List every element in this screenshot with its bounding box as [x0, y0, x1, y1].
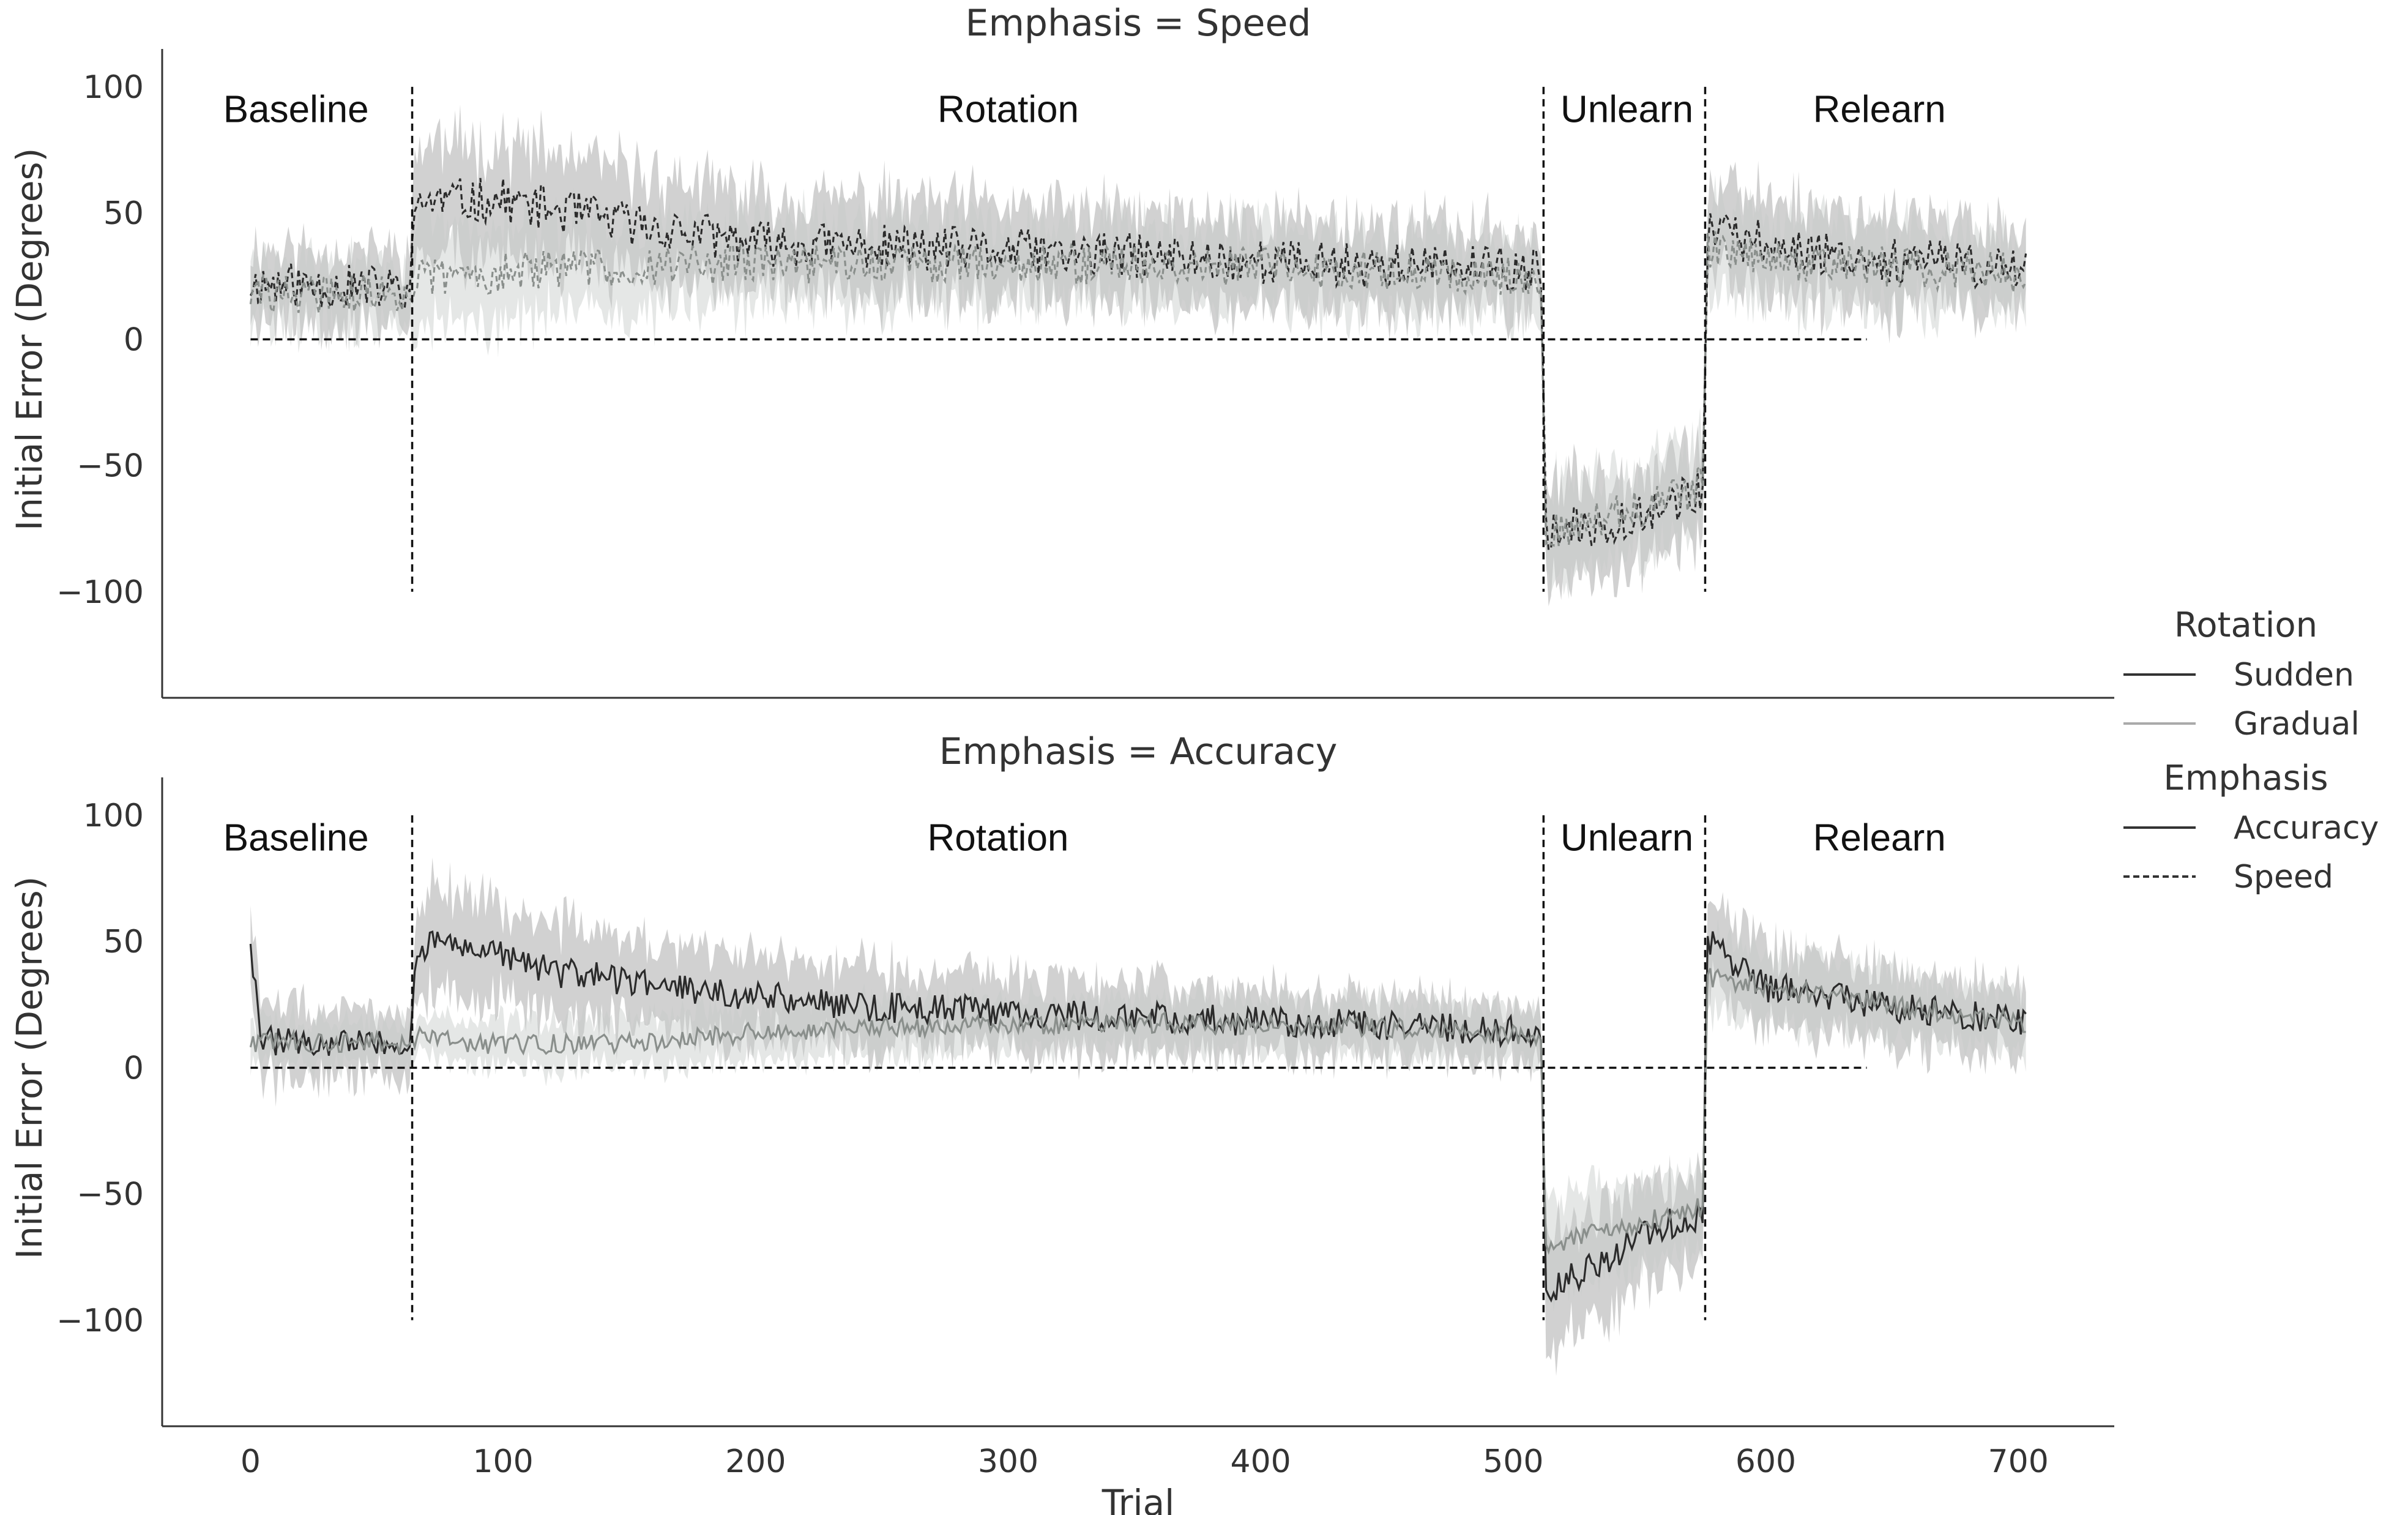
phase-labels-accuracy: Baseline Rotation Unlearn Relearn	[223, 817, 1946, 859]
x-tick-label: 700	[1988, 1443, 2049, 1480]
reference-lines-accuracy	[250, 815, 1867, 1320]
phase-label-unlearn: Unlearn	[1560, 817, 1693, 859]
series-line-sudden	[249, 930, 2027, 1303]
x-tick-label: 200	[725, 1443, 786, 1480]
panel-speed: Emphasis = Speed 100 50 0 −50 −100 Baseline R…	[9, 2, 2114, 699]
phase-label-baseline: Baseline	[223, 817, 369, 859]
series-bands-speed	[250, 104, 2026, 607]
ci-band-sudden	[250, 857, 2026, 1376]
x-tick-label: 500	[1483, 1443, 1543, 1480]
y-tick-label: 100	[83, 69, 144, 106]
y-axis-label-speed: Initial Error (Degrees)	[9, 148, 50, 531]
panel-title-accuracy: Emphasis = Accuracy	[939, 730, 1338, 773]
phase-label-relearn: Relearn	[1813, 89, 1946, 131]
series-line-sudden	[249, 178, 2027, 552]
legend: Rotation Sudden Gradual Emphasis Accuracy Spe…	[2123, 605, 2379, 896]
legend-label-gradual: Gradual	[2234, 706, 2360, 743]
phase-label-rotation: Rotation	[937, 89, 1079, 131]
y-tick-label: 100	[83, 798, 144, 834]
series-line-gradual	[249, 231, 2027, 547]
legend-title-rotation: Rotation	[2174, 605, 2317, 645]
series-lines-speed	[249, 178, 2027, 552]
x-tick-label: 400	[1231, 1443, 1291, 1480]
reference-lines-speed	[250, 86, 1867, 592]
x-ticks: 0 100 200 300 400 500 600 700	[240, 1443, 2049, 1480]
y-axis-label-accuracy: Initial Error (Degrees)	[9, 877, 50, 1259]
x-tick-label: 0	[240, 1443, 261, 1480]
y-tick-label: 50	[103, 924, 144, 960]
y-tick-label: −50	[76, 1176, 144, 1213]
phase-labels-speed: Baseline Rotation Unlearn Relearn	[223, 89, 1946, 131]
x-tick-label: 100	[472, 1443, 533, 1480]
y-ticks-speed: 100 50 0 −50 −100	[56, 69, 144, 611]
axes-accuracy	[161, 777, 2114, 1427]
y-ticks-accuracy: 100 50 0 −50 −100	[56, 798, 144, 1339]
legend-label-speed: Speed	[2234, 859, 2333, 896]
ci-band-gradual	[250, 174, 2026, 599]
y-tick-label: −50	[76, 448, 144, 485]
panel-title-speed: Emphasis = Speed	[966, 2, 1311, 45]
y-tick-label: −100	[56, 1303, 144, 1339]
legend-label-sudden: Sudden	[2234, 657, 2354, 694]
x-tick-label: 600	[1735, 1443, 1796, 1480]
x-tick-label: 300	[978, 1443, 1038, 1480]
phase-label-baseline: Baseline	[223, 89, 369, 131]
series-lines-accuracy	[249, 930, 2027, 1303]
y-tick-label: −100	[56, 574, 144, 611]
y-tick-label: 0	[124, 1050, 144, 1087]
ci-band-gradual	[250, 919, 2026, 1312]
panel-accuracy: Emphasis = Accuracy 100 50 0 −50 −100 Baseli…	[9, 730, 2114, 1427]
legend-label-accuracy: Accuracy	[2234, 810, 2379, 847]
ci-band-sudden	[250, 104, 2026, 607]
axes-speed	[161, 49, 2114, 699]
phase-label-relearn: Relearn	[1813, 817, 1946, 859]
phase-label-unlearn: Unlearn	[1560, 89, 1693, 131]
phase-label-rotation: Rotation	[927, 817, 1068, 859]
x-axis-label: Trial	[1101, 1482, 1175, 1515]
legend-title-emphasis: Emphasis	[2163, 758, 2328, 798]
series-bands-accuracy	[250, 857, 2026, 1376]
y-tick-label: 0	[124, 321, 144, 358]
y-tick-label: 50	[103, 195, 144, 232]
series-line-gradual	[249, 968, 2026, 1255]
